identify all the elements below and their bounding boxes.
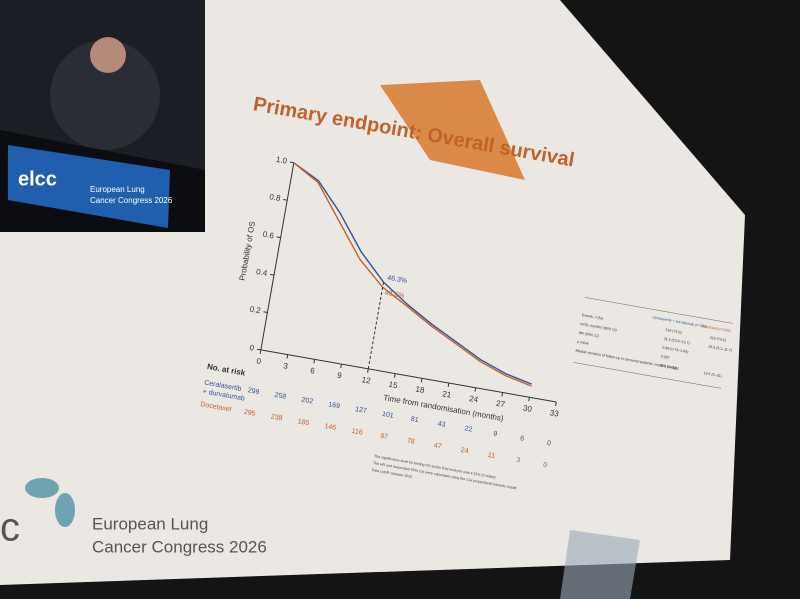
- logo-text: Cancer Congress 2026: [92, 537, 267, 556]
- table-row-label: Events, n (%): [581, 313, 603, 321]
- x-tick: [313, 359, 316, 364]
- x-tick-label: 33: [549, 408, 560, 419]
- table-row-label: HR (95% CI): [578, 331, 599, 338]
- risk-count: 258: [274, 392, 287, 401]
- x-tick-label: 27: [495, 399, 506, 410]
- risk-count: 97: [380, 433, 389, 441]
- y-tick-label: 1.0: [275, 155, 288, 166]
- annotation: 46.3%: [387, 275, 408, 285]
- table-cell: 11.5 (10.0–12.7): [664, 337, 690, 345]
- annotation: 43.6%: [384, 290, 405, 300]
- survival-curve: [293, 162, 532, 387]
- table-rule: [573, 362, 722, 389]
- table-cell: 0.88 (0.73–1.06): [662, 346, 689, 355]
- x-tick-label: 3: [283, 361, 289, 371]
- y-tick-label: 0: [249, 343, 255, 353]
- x-tick-label: 9: [336, 371, 342, 381]
- y-tick-label: 0.4: [255, 267, 268, 278]
- slide-decoration: [560, 530, 640, 599]
- risk-count: 202: [301, 397, 314, 406]
- table-row-label: p-value: [577, 340, 589, 346]
- banner-text: European Lung: [90, 185, 145, 194]
- risk-count: 47: [433, 442, 442, 450]
- banner-text: Cancer Congress 2026: [90, 196, 173, 205]
- y-tick: [289, 161, 294, 164]
- slide-decoration: [380, 80, 525, 180]
- risk-count: 295: [243, 409, 256, 418]
- x-tick-label: 18: [415, 385, 426, 396]
- banner-logo: elcc: [18, 168, 57, 190]
- table-header: Docetaxel (n=295): [701, 324, 731, 333]
- risk-count: 43: [437, 421, 446, 429]
- y-tick: [283, 199, 288, 201]
- speaker-head: [90, 37, 126, 73]
- x-tick-label: 6: [310, 366, 316, 376]
- survival-curve: [293, 162, 532, 385]
- table-cell: 219 (74.2): [709, 336, 726, 343]
- footnote: Data cutoff: October 2025: [371, 468, 412, 479]
- risk-count: 185: [297, 418, 310, 427]
- y-axis: [260, 162, 295, 350]
- speaker: [50, 40, 160, 150]
- y-tick: [256, 348, 261, 351]
- lectern-banner: [8, 145, 170, 228]
- y-tick-label: 0.6: [262, 230, 275, 241]
- x-tick-label: 0: [256, 356, 262, 366]
- x-tick-label: 21: [442, 389, 453, 400]
- x-axis: [260, 349, 557, 403]
- risk-count: 3: [516, 457, 521, 465]
- y-tick-label: 0.2: [249, 304, 262, 315]
- x-tick: [286, 354, 289, 359]
- risk-count: 0: [543, 462, 548, 470]
- table-cell: 19.3 (0–32): [659, 363, 678, 370]
- x-tick: [340, 364, 342, 369]
- x-tick: [367, 368, 369, 373]
- y-tick: [263, 311, 268, 313]
- logo-shape: [25, 478, 59, 498]
- risk-count: 6: [520, 435, 525, 443]
- x-tick: [447, 382, 450, 388]
- risk-count: 127: [355, 406, 368, 415]
- risk-count: 238: [270, 414, 283, 423]
- risk-count: 0: [546, 440, 551, 448]
- table-cell: 0.287: [660, 354, 670, 360]
- x-tick: [393, 373, 396, 378]
- risk-count: 11: [487, 452, 495, 460]
- x-tick: [259, 349, 262, 354]
- risk-count: 169: [328, 401, 341, 410]
- table-cell: 10.6 (9.1–11.7): [708, 345, 732, 353]
- logo-letter: c: [0, 506, 20, 550]
- logo-text: European Lung: [92, 514, 208, 533]
- x-tick: [528, 397, 530, 402]
- table-rule: [584, 297, 733, 324]
- risk-count: 9: [493, 430, 498, 438]
- slide-logo: c European Lung Cancer Congress 2026: [0, 478, 267, 556]
- x-tick: [420, 378, 423, 383]
- x-tick-label: 12: [361, 375, 372, 386]
- x-tick: [474, 387, 477, 392]
- risk-count: 299: [247, 387, 260, 396]
- x-tick-label: 24: [469, 394, 480, 405]
- x-tick: [555, 401, 557, 407]
- risk-count: 146: [324, 423, 337, 432]
- y-tick: [269, 273, 275, 276]
- risk-count: 101: [381, 411, 394, 420]
- risk-count: 22: [464, 425, 473, 433]
- x-tick: [501, 392, 504, 397]
- table-row-label: mOS, months (95% CI): [580, 322, 617, 332]
- y-tick-label: 0.8: [269, 192, 282, 203]
- y-tick: [276, 236, 281, 239]
- risk-count: 24: [460, 447, 469, 455]
- logo-shape: [55, 493, 75, 527]
- x-tick-label: 30: [522, 403, 533, 414]
- table-cell: 214 (71.6): [665, 328, 682, 335]
- risk-count: 116: [351, 428, 363, 437]
- x-tick-label: 15: [388, 380, 399, 391]
- risk-count: 78: [406, 438, 415, 446]
- table-cell: 19.5 (0–31): [703, 371, 722, 378]
- risk-count: 81: [410, 416, 419, 424]
